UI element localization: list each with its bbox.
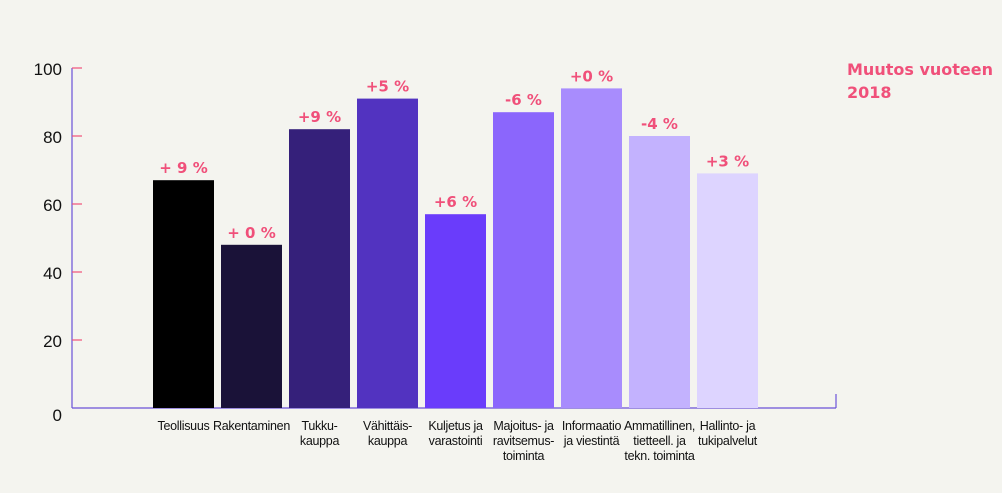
bar-5 — [425, 214, 486, 408]
change-label-5: +6 % — [434, 193, 477, 211]
bar-3 — [289, 129, 350, 408]
change-label-2: + 0 % — [227, 224, 275, 242]
category-label-9: Hallinto- ja tukipalvelut — [698, 419, 758, 448]
y-tick-label-40: 40 — [43, 264, 62, 283]
y-tick-label-60: 60 — [43, 196, 62, 215]
category-label-7: Informaatio ja viestintä — [562, 419, 622, 448]
bar-1 — [153, 180, 214, 408]
category-label-6: Majoitus- ja ravitsemus-toiminta — [493, 419, 554, 463]
bars — [153, 88, 758, 409]
bar-2 — [221, 244, 282, 408]
y-axis-ticks: 0 20 40 60 80 100 — [34, 60, 82, 425]
legend-title: Muutos vuoteen 2018 — [847, 60, 993, 102]
category-label-4: Vähittäis-kauppa — [363, 419, 412, 448]
y-tick-label-80: 80 — [43, 128, 62, 147]
category-label-3: Tukku-kauppa — [300, 419, 340, 448]
y-tick-label-0: 0 — [53, 406, 62, 425]
change-label-1: + 9 % — [159, 159, 207, 177]
y-tick-label-100: 100 — [34, 60, 62, 79]
bar-6 — [493, 112, 554, 408]
category-label-2: Rakentaminen — [213, 419, 290, 433]
change-label-3: +9 % — [298, 108, 341, 126]
category-label-5: Kuljetus ja varastointi — [428, 419, 483, 448]
category-label-1: Teollisuus — [158, 419, 210, 433]
category-label-8: Ammatillinen, tietteell. ja tekn. toiminta — [624, 419, 695, 463]
bar-7 — [561, 88, 622, 409]
change-labels: + 9 % + 0 % +9 % +5 % +6 % -6 % +0 % -4 % +3 % — [159, 67, 749, 241]
y-tick-label-20: 20 — [43, 332, 62, 351]
bar-8 — [629, 136, 690, 408]
change-label-8: -4 % — [641, 115, 678, 133]
bar-9 — [697, 173, 758, 408]
change-label-6: -6 % — [505, 91, 542, 109]
category-labels: Teollisuus Rakentaminen Tukku-kauppa Vähitt… — [158, 419, 759, 463]
change-label-9: +3 % — [706, 152, 749, 170]
change-label-7: +0 % — [570, 67, 613, 85]
bar-4 — [357, 98, 418, 408]
change-label-4: +5 % — [366, 78, 409, 96]
